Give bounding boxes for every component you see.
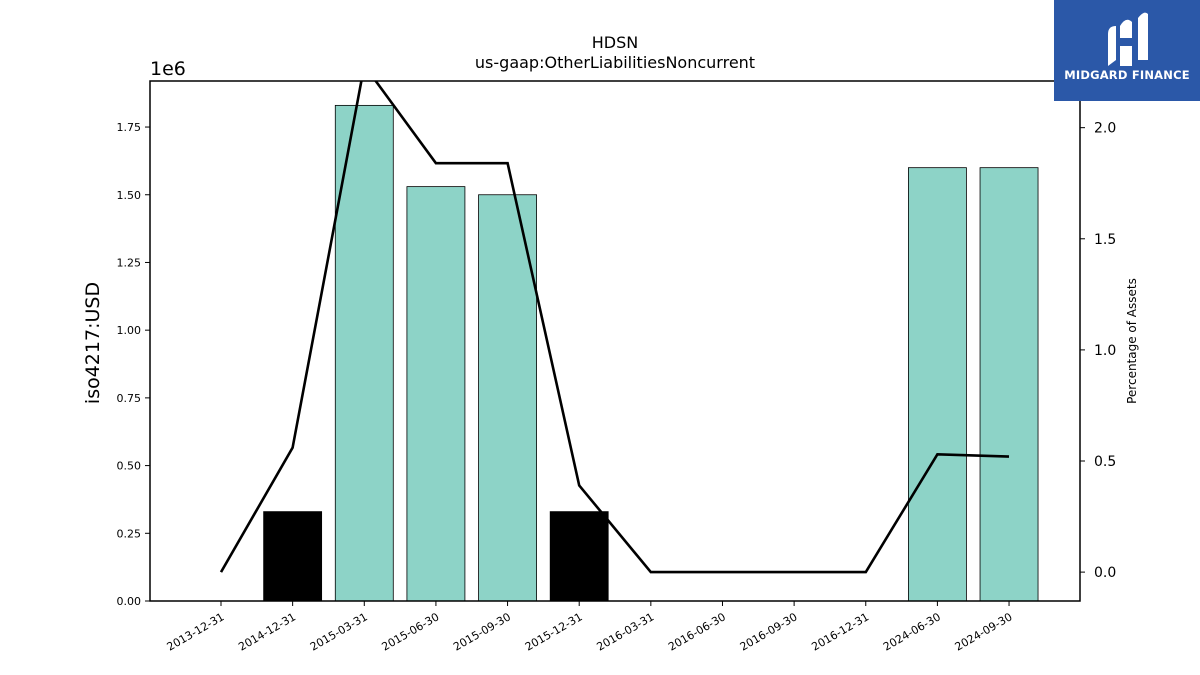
x-tick-label: 2015-03-31 (308, 610, 370, 653)
chart-subtitle: us-gaap:OtherLiabilitiesNoncurrent (475, 53, 755, 72)
y2-axis-label: Percentage of Assets (1125, 278, 1139, 404)
y-tick-label: 0.25 (117, 527, 142, 540)
x-tick-label: 2015-06-30 (380, 610, 442, 653)
x-tick-label: 2015-09-30 (451, 610, 513, 653)
plot-frame (149, 80, 1081, 602)
bar-2015-06-30 (406, 186, 466, 602)
bar-2015-09-30 (478, 194, 537, 602)
chart-title: HDSN (592, 33, 638, 52)
bars-layer (263, 104, 1039, 602)
bar-2015-03-31 (334, 104, 394, 602)
brand-logo: MIDGARD FINANCE (1054, 0, 1200, 101)
y-axis-label: iso4217:USD (82, 282, 104, 404)
bar-2015-12-31 (549, 511, 609, 602)
y2-tick-label: 0.5 (1094, 454, 1116, 470)
y-offset-label: 1e6 (150, 58, 186, 80)
line-layer (219, 81, 1010, 574)
bar-2014-12-31 (263, 511, 323, 602)
x-tick-label: 2016-06-30 (666, 610, 728, 653)
y2-tick-label: 0.0 (1094, 565, 1116, 581)
y-tick-label: 1.75 (117, 121, 142, 134)
y-tick-label: 1.50 (117, 189, 142, 202)
x-tick-label: 2014-12-31 (236, 610, 298, 653)
y-tick-label: 1.25 (117, 256, 142, 269)
bar-2024-06-30 (908, 167, 967, 602)
x-tick-label: 2024-09-30 (953, 610, 1015, 653)
y-tick-label: 0.00 (117, 595, 142, 608)
y-tick-label: 0.75 (117, 392, 142, 405)
y2-tick-label: 2.0 (1094, 121, 1116, 137)
brand-name: MIDGARD FINANCE (1064, 68, 1190, 82)
x-tick-label: 2024-06-30 (881, 610, 943, 653)
x-tick-label: 2016-09-30 (738, 610, 800, 653)
y-tick-label: 1.00 (117, 324, 142, 337)
y2-tick-label: 1.0 (1094, 343, 1116, 359)
y2-tick-label: 1.5 (1094, 232, 1116, 248)
axes-layer (149, 80, 1081, 602)
bar-2024-09-30 (979, 167, 1039, 602)
x-tick-label: 2016-12-31 (809, 610, 871, 653)
y-tick-label: 0.50 (117, 460, 142, 473)
midgard-logo-icon (1108, 12, 1148, 66)
percentage-line (219, 81, 1010, 574)
x-tick-label: 2013-12-31 (165, 610, 227, 653)
x-tick-label: 2015-12-31 (523, 610, 585, 653)
x-tick-label: 2016-03-31 (594, 610, 656, 653)
